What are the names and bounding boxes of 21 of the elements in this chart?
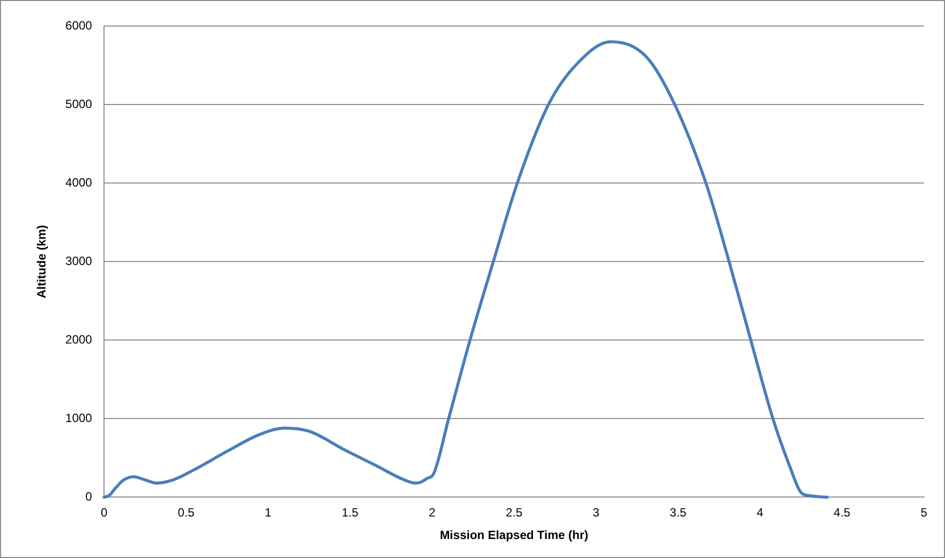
x-tick-label: 5 [920,506,928,520]
x-tick-label: 0 [100,506,108,520]
y-tick-label: 1000 [65,410,92,425]
y-tick-label: 3000 [65,254,92,268]
x-tick-label: 1.5 [342,506,359,520]
x-tick-label: 0.5 [178,506,195,520]
x-tick-label: 3.5 [670,506,687,520]
x-tick-label: 2 [428,506,436,520]
x-tick-label: 1 [264,506,272,520]
y-tick-label: 2000 [65,332,92,346]
y-tick-label: 4000 [65,175,92,190]
x-tick-label: 4.5 [834,506,851,520]
x-tick-label: 4 [756,506,764,520]
x-axis-title: Mission Elapsed Time (hr) [440,528,588,542]
y-tick-label: 0 [85,490,92,504]
y-tick-label: 6000 [65,18,92,32]
y-tick-label: 5000 [65,96,92,111]
x-tick-label: 2.5 [506,506,523,520]
y-axis-title: Altitude (km) [34,224,49,298]
line-series [102,40,829,499]
x-tick-label: 3 [592,506,600,520]
